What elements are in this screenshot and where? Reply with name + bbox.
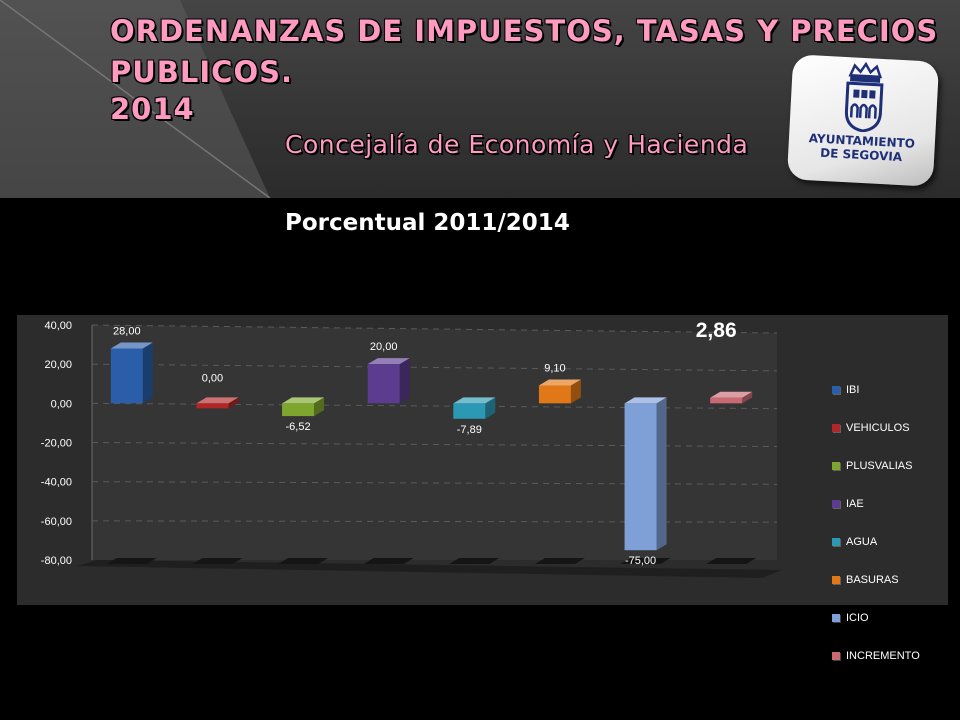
bar-front bbox=[196, 403, 229, 409]
legend-item-agua: AGUA bbox=[832, 534, 877, 550]
legend-swatch bbox=[832, 576, 840, 584]
bar-front bbox=[624, 403, 657, 551]
y-tick-label: 20,00 bbox=[44, 359, 72, 371]
bar-incremento: 2,86 bbox=[696, 319, 757, 564]
chart-title: Porcentual 2011/2014 bbox=[285, 210, 570, 236]
page-title-line-2: PUBLICOS. bbox=[110, 55, 294, 89]
legend-item-incremento: INCREMENTO bbox=[832, 648, 920, 664]
bar-side bbox=[142, 342, 153, 404]
ayuntamiento-logo: AYUNTAMIENTO DE SEGOVIA bbox=[786, 54, 940, 187]
bar-chart: -80,00 -60,00 -40,00 -20,00 0,00 20,00 40,00 28… bbox=[41, 319, 782, 578]
page-title-line-1: ORDENANZAS DE IMPUESTOS, TASAS Y PRECIOS bbox=[110, 14, 939, 48]
bar-side bbox=[314, 397, 325, 417]
legend-label: INCREMENTO bbox=[846, 650, 920, 662]
bar-base-shadow bbox=[534, 558, 585, 564]
bar-base-shadow bbox=[449, 558, 500, 564]
data-label: 0,00 bbox=[202, 372, 223, 384]
bar-side bbox=[485, 397, 496, 419]
bar-top bbox=[538, 379, 581, 386]
chart-panel: -80,00 -60,00 -40,00 -20,00 0,00 20,00 40,00 28… bbox=[17, 315, 948, 605]
bar-base-shadow bbox=[192, 558, 243, 564]
legend-item-ibi: IBI bbox=[832, 382, 859, 398]
y-tick-label: 0,00 bbox=[51, 398, 72, 410]
data-label: 2,86 bbox=[696, 319, 737, 342]
bar-top bbox=[110, 342, 153, 349]
legend-item-iae: IAE bbox=[832, 496, 864, 512]
header-banner: ORDENANZAS DE IMPUESTOS, TASAS Y PRECIOS… bbox=[0, 0, 960, 198]
bar-base-shadow bbox=[106, 558, 157, 564]
legend-swatch bbox=[832, 462, 840, 470]
gridline bbox=[91, 324, 778, 334]
legend-label: PLUSVALIAS bbox=[846, 460, 913, 472]
page-subtitle: Concejalía de Economía y Hacienda bbox=[285, 130, 749, 159]
gridline bbox=[91, 481, 778, 485]
coat-of-arms-icon bbox=[844, 61, 884, 133]
legend-swatch bbox=[832, 500, 840, 508]
legend-swatch bbox=[832, 614, 840, 622]
bar-basuras: 9,10 bbox=[534, 363, 585, 564]
bar-base-shadow bbox=[620, 558, 671, 564]
bar-plusvalias: -6,52 bbox=[278, 397, 329, 564]
legend-label: AGUA bbox=[846, 536, 878, 548]
bar-base-shadow bbox=[363, 558, 414, 564]
y-tick-label: -20,00 bbox=[41, 438, 72, 450]
data-label: -6,52 bbox=[286, 421, 311, 433]
bar-front bbox=[710, 397, 743, 404]
y-tick-label: -60,00 bbox=[41, 516, 72, 528]
legend-item-vehiculos: VEHICULOS bbox=[832, 420, 910, 436]
bar-side bbox=[570, 379, 581, 404]
bar-top bbox=[367, 358, 410, 365]
bar-side bbox=[228, 397, 239, 409]
y-tick-label: -40,00 bbox=[41, 477, 72, 489]
bar-icio: -75,00 bbox=[620, 397, 671, 567]
legend-label: ICIO bbox=[846, 612, 869, 624]
data-label: 9,10 bbox=[544, 363, 565, 375]
bar-top bbox=[710, 391, 753, 398]
data-label: 28,00 bbox=[113, 326, 141, 338]
legend-label: BASURAS bbox=[846, 574, 899, 586]
bar-side bbox=[399, 358, 410, 404]
data-label: 20,00 bbox=[370, 341, 398, 353]
bar-front bbox=[282, 403, 315, 417]
legend-swatch bbox=[832, 386, 840, 394]
legend-label: VEHICULOS bbox=[846, 422, 910, 434]
bar-top bbox=[453, 397, 496, 404]
bar-front bbox=[538, 385, 571, 404]
plot-back-wall bbox=[92, 325, 777, 560]
legend-item-basuras: BASURAS bbox=[832, 572, 899, 588]
bar-agua: -7,89 bbox=[449, 397, 500, 564]
bar-front bbox=[367, 364, 400, 404]
plot-floor bbox=[77, 560, 782, 578]
legend-label: IAE bbox=[846, 498, 864, 510]
page-title-line-3: 2014 bbox=[110, 92, 195, 126]
legend-swatch bbox=[832, 538, 840, 546]
data-label: -7,89 bbox=[457, 424, 482, 436]
bar-base-shadow bbox=[278, 558, 329, 564]
y-tick-label: 40,00 bbox=[44, 320, 72, 332]
gridline bbox=[91, 363, 778, 372]
bar-top bbox=[196, 397, 239, 404]
bar-ibi: 28,00 bbox=[106, 326, 157, 564]
bar-front bbox=[453, 403, 486, 419]
data-label: -75,00 bbox=[625, 555, 656, 567]
gridline bbox=[91, 442, 778, 447]
bar-front bbox=[110, 348, 143, 404]
legend-item-plusvalias: PLUSVALIAS bbox=[832, 458, 912, 474]
header-decoration bbox=[0, 0, 960, 198]
bar-side bbox=[742, 391, 753, 404]
gridline bbox=[91, 520, 778, 523]
bar-vehiculos: 0,00 bbox=[192, 372, 243, 564]
legend-label: IBI bbox=[846, 384, 860, 396]
bar-side bbox=[656, 397, 667, 551]
logo-text: AYUNTAMIENTO DE SEGOVIA bbox=[808, 131, 916, 165]
bar-base-shadow bbox=[706, 558, 757, 564]
bar-top bbox=[624, 397, 667, 404]
y-tick-label: -80,00 bbox=[41, 555, 72, 567]
bar-top bbox=[282, 397, 325, 404]
legend-swatch bbox=[832, 424, 840, 432]
legend-item-icio: ICIO bbox=[832, 610, 869, 626]
bar-iae: 20,00 bbox=[363, 341, 414, 564]
legend-swatch bbox=[832, 652, 840, 660]
